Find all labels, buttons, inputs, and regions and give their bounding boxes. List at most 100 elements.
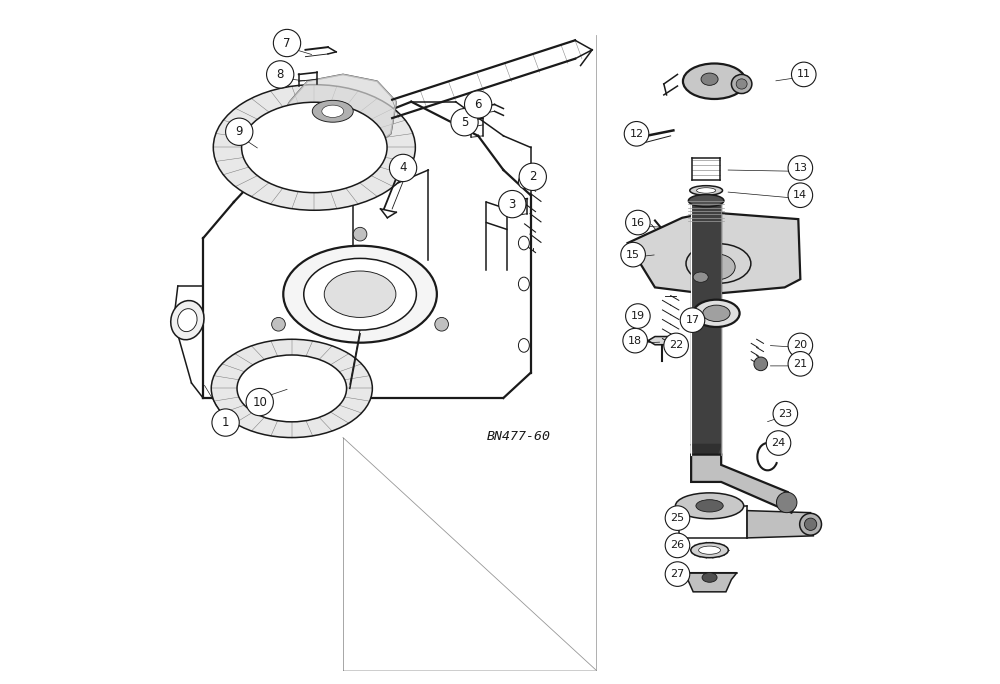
Ellipse shape [213,85,415,210]
Text: 16: 16 [631,218,645,228]
Circle shape [665,506,690,530]
Text: 10: 10 [252,395,267,408]
Text: 26: 26 [670,540,685,551]
Text: 18: 18 [628,336,642,345]
Circle shape [499,190,526,218]
Text: 27: 27 [670,569,685,579]
Text: 19: 19 [631,311,645,321]
Ellipse shape [698,254,735,280]
Text: 3: 3 [509,198,516,211]
Circle shape [766,431,791,456]
Circle shape [664,333,688,358]
Ellipse shape [304,259,416,330]
Ellipse shape [518,236,529,250]
Ellipse shape [518,277,529,291]
Ellipse shape [703,305,730,321]
Circle shape [435,317,448,331]
Circle shape [665,562,690,586]
Ellipse shape [697,187,716,193]
Text: 20: 20 [793,341,807,350]
Circle shape [788,352,813,376]
Circle shape [273,29,301,57]
Ellipse shape [211,339,372,438]
Circle shape [791,62,816,87]
Text: BN477-60: BN477-60 [487,430,551,443]
Text: 7: 7 [283,36,291,49]
Text: 24: 24 [771,438,786,448]
Circle shape [519,163,546,190]
Text: 17: 17 [685,315,700,325]
Circle shape [212,409,239,436]
Ellipse shape [804,518,817,530]
Ellipse shape [518,174,529,188]
Ellipse shape [683,64,746,99]
Circle shape [621,242,645,267]
Text: 11: 11 [797,69,811,79]
Polygon shape [648,337,675,345]
Text: 12: 12 [629,129,644,139]
Circle shape [788,156,813,180]
Text: 5: 5 [461,116,468,129]
Text: 14: 14 [793,190,807,200]
Ellipse shape [800,513,822,535]
Polygon shape [682,573,737,592]
Circle shape [788,333,813,358]
Ellipse shape [690,185,723,195]
Ellipse shape [242,102,387,193]
Ellipse shape [693,300,740,327]
Circle shape [353,227,367,241]
Circle shape [626,304,650,328]
Text: 8: 8 [277,68,284,81]
Circle shape [776,492,797,512]
Circle shape [773,402,798,426]
Ellipse shape [731,75,752,94]
Ellipse shape [171,300,204,340]
Ellipse shape [237,355,347,422]
Text: 4: 4 [399,161,407,174]
Circle shape [226,118,253,146]
Ellipse shape [699,546,720,554]
Text: 13: 13 [793,163,807,173]
Ellipse shape [324,271,396,317]
Ellipse shape [702,573,717,582]
Text: 15: 15 [626,250,640,260]
Text: 22: 22 [669,341,683,350]
Circle shape [626,210,650,235]
Text: 23: 23 [778,408,792,419]
Ellipse shape [688,194,724,207]
Ellipse shape [693,272,708,282]
Circle shape [465,91,492,118]
Circle shape [788,183,813,207]
Polygon shape [267,75,396,157]
Ellipse shape [736,79,747,89]
Polygon shape [628,212,800,294]
Ellipse shape [675,493,744,518]
Ellipse shape [312,101,353,122]
Polygon shape [747,510,813,538]
Circle shape [624,122,649,146]
Text: 2: 2 [529,170,537,183]
Ellipse shape [696,500,723,512]
Circle shape [246,389,273,416]
Polygon shape [691,455,795,512]
Circle shape [623,328,647,353]
Ellipse shape [701,73,718,86]
Ellipse shape [691,542,728,557]
Circle shape [389,155,417,181]
Circle shape [680,308,705,332]
Text: 9: 9 [235,125,243,138]
Circle shape [665,533,690,557]
Circle shape [267,61,294,88]
Polygon shape [691,445,721,472]
Polygon shape [691,200,721,455]
Ellipse shape [283,246,437,343]
Circle shape [272,317,285,331]
Text: 25: 25 [670,513,685,523]
Ellipse shape [518,339,529,352]
Text: 21: 21 [793,359,807,369]
Text: 6: 6 [474,98,482,111]
Circle shape [754,357,768,371]
Circle shape [451,109,478,136]
Ellipse shape [322,105,344,118]
Text: 1: 1 [222,416,229,429]
